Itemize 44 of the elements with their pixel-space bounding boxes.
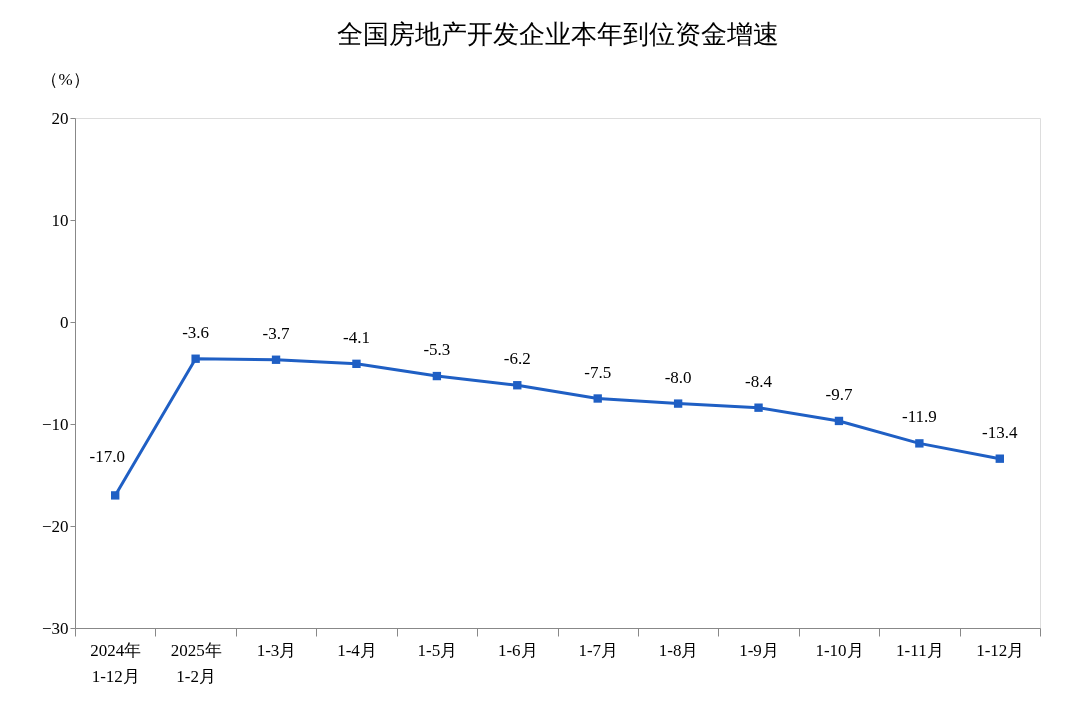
x-tick-label: 2025年 1-2月 [170, 640, 222, 686]
data-label: -6.2 [503, 349, 531, 369]
point [593, 394, 602, 403]
point [432, 371, 442, 381]
y-tick-label: 0 [60, 312, 69, 332]
x-tick-label: 1-9月 [739, 640, 779, 660]
y-tick-label: −30 [41, 618, 69, 638]
data-label: -4.1 [343, 327, 370, 347]
x-tick-label: 1-7月 [578, 640, 619, 660]
data-label: -3.6 [182, 322, 210, 342]
y-tick-label: 20 [51, 108, 69, 128]
data-label: -5.3 [423, 340, 451, 360]
x-tick-label: 2024年 1-12月 [90, 640, 142, 686]
point [111, 491, 120, 500]
x-tick-label: 1-4月 [337, 640, 377, 660]
x-tick-label: 1-5月 [417, 640, 458, 660]
y-tick-label: −20 [41, 516, 69, 536]
point [834, 416, 844, 426]
x-tick-label: 1-6月 [497, 640, 538, 660]
data-label: -17.0 [89, 447, 125, 467]
chart-title: 全国房地产开发企业本年到位资金增速 [336, 19, 779, 49]
point [352, 359, 361, 368]
x-tick-label: 1-12月 [976, 640, 1025, 660]
data-label: -9.7 [825, 384, 853, 404]
data-label: -3.7 [262, 323, 290, 343]
point [915, 439, 924, 448]
y-tick-label: −10 [41, 414, 69, 434]
x-tick-label: 1-8月 [658, 640, 699, 660]
point [995, 454, 1004, 463]
point [754, 403, 763, 412]
data-label: -8.4 [745, 371, 773, 391]
y-tick-label: 10 [51, 210, 69, 230]
point [513, 381, 522, 390]
x-tick-label: 1-10月 [815, 640, 864, 660]
data-label: -8.0 [664, 367, 692, 387]
point [673, 399, 683, 408]
data-label: -13.4 [982, 422, 1018, 442]
data-label: -11.9 [901, 407, 937, 427]
y-axis-title: （%） [41, 69, 90, 89]
point [191, 354, 200, 363]
point [271, 355, 281, 364]
data-label: -7.5 [584, 362, 612, 382]
x-tick-label: 1-3月 [256, 640, 297, 660]
x-tick-label: 1-11月 [896, 640, 944, 660]
